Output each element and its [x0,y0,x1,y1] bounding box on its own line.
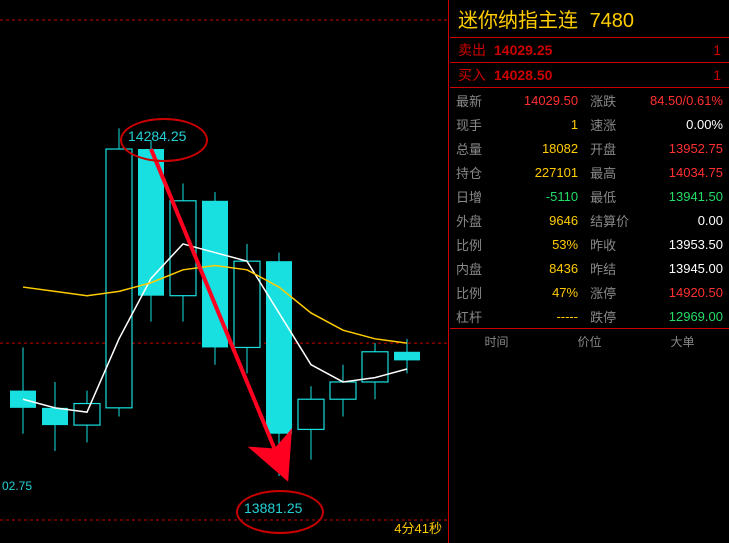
stat-key: 杠杆 [450,304,496,328]
stat-key: 最高 [584,160,635,184]
stat-value: 14920.50 [635,280,729,304]
stat-value: 14034.75 [635,160,729,184]
stat-key: 持仓 [450,160,496,184]
stat-key: 日增 [450,184,496,208]
stat-value: 84.50/0.61% [635,88,729,112]
bid-label: 买入 [458,65,494,85]
stat-value: 1 [496,112,584,136]
stat-key: 最低 [584,184,635,208]
stat-key: 速涨 [584,112,635,136]
stat-value: 18082 [496,136,584,160]
stat-value: 8436 [496,256,584,280]
ask-price: 14029.25 [494,42,681,58]
stat-key: 昨收 [584,232,635,256]
col-big: 大单 [636,329,729,354]
col-price: 价位 [543,329,636,354]
stat-value: 0.00 [635,208,729,232]
col-time: 时间 [450,329,543,354]
stat-value: 9646 [496,208,584,232]
stat-value: ----- [496,304,584,328]
stat-key: 比例 [450,232,496,256]
contract-name: 迷你纳指主连 [458,10,578,32]
ask-label: 卖出 [458,40,494,60]
ticks-header: 时间 价位 大单 [450,328,729,353]
stat-key: 比例 [450,280,496,304]
stat-value: 14029.50 [496,88,584,112]
stat-key: 最新 [450,88,496,112]
stat-key: 现手 [450,112,496,136]
contract-code: 7480 [590,10,635,32]
stats-table: 最新14029.50涨跌84.50/0.61% 现手1速涨0.00% 总量18082… [450,88,729,328]
ticks-body [450,353,729,543]
stat-value: 227101 [496,160,584,184]
contract-title: 迷你纳指主连 7480 [450,0,729,38]
stat-key: 结算价 [584,208,635,232]
stat-key: 涨跌 [584,88,635,112]
bid-price: 14028.50 [494,67,681,83]
ask-qty: 1 [681,42,721,58]
stat-value: 53% [496,232,584,256]
bid-row: 买入 14028.50 1 [450,63,729,88]
ask-row: 卖出 14029.25 1 [450,38,729,63]
stat-value: 12969.00 [635,304,729,328]
stat-key: 总量 [450,136,496,160]
stat-key: 外盘 [450,208,496,232]
stat-key: 内盘 [450,256,496,280]
stat-key: 跌停 [584,304,635,328]
stat-value: 47% [496,280,584,304]
stat-key: 涨停 [584,280,635,304]
stat-value: 13953.50 [635,232,729,256]
stat-value: -5110 [496,184,584,208]
stat-value: 13952.75 [635,136,729,160]
stat-key: 昨结 [584,256,635,280]
stat-key: 开盘 [584,136,635,160]
stat-value: 13941.50 [635,184,729,208]
stat-value: 0.00% [635,112,729,136]
bid-qty: 1 [681,67,721,83]
stat-value: 13945.00 [635,256,729,280]
